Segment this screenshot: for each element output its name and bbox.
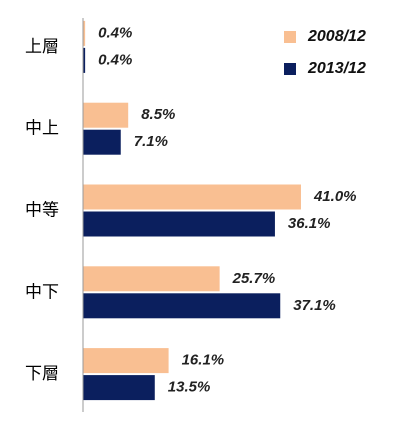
value-label: 8.5% <box>141 106 175 123</box>
legend-label: 2008/12 <box>307 28 366 45</box>
legend-swatch <box>284 31 296 43</box>
value-label: 0.4% <box>98 51 132 68</box>
bar <box>83 184 301 210</box>
value-label: 13.5% <box>168 379 211 396</box>
bar <box>83 375 155 401</box>
bar <box>83 211 275 237</box>
y-tick-label: 中上 <box>25 119 59 139</box>
value-label: 7.1% <box>134 133 168 150</box>
bar <box>83 266 220 292</box>
value-label: 36.1% <box>288 215 331 232</box>
legend-label: 2013/12 <box>307 60 366 77</box>
y-tick-label: 中下 <box>25 282 59 302</box>
bar <box>83 20 86 46</box>
bar <box>83 47 86 73</box>
bar <box>83 293 281 319</box>
bar <box>83 348 169 374</box>
value-label: 41.0% <box>313 188 357 205</box>
y-tick-label: 上層 <box>25 37 59 57</box>
value-label: 25.7% <box>232 270 276 287</box>
legend-swatch <box>284 63 296 75</box>
value-label: 0.4% <box>98 24 132 41</box>
y-tick-label: 中等 <box>25 201 59 221</box>
value-label: 16.1% <box>182 352 225 369</box>
y-tick-label: 下層 <box>25 364 59 384</box>
value-label: 37.1% <box>293 297 336 314</box>
bar <box>83 102 129 128</box>
bar <box>83 129 121 155</box>
